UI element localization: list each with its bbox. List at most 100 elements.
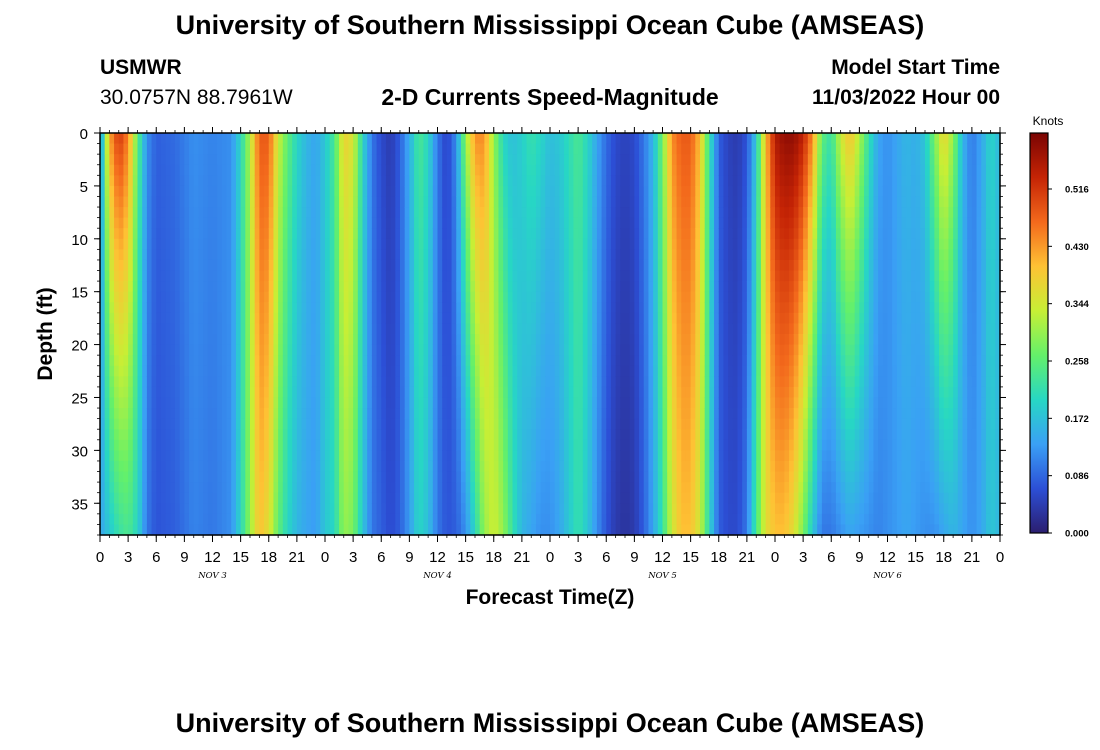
heatmap-cell bbox=[479, 133, 485, 145]
heatmap-cell bbox=[446, 397, 453, 409]
heatmap-cell bbox=[278, 365, 284, 377]
heatmap-cell bbox=[264, 185, 270, 198]
heatmap-cell bbox=[343, 133, 350, 145]
heatmap-cell bbox=[475, 397, 481, 409]
heatmap-cell bbox=[700, 291, 706, 303]
heatmap-cell bbox=[193, 524, 200, 536]
heatmap-cell bbox=[423, 513, 429, 526]
heatmap-cell bbox=[189, 524, 195, 536]
heatmap-cell bbox=[268, 344, 275, 356]
heatmap-cell bbox=[414, 164, 420, 176]
heatmap-cell bbox=[592, 154, 598, 166]
heatmap-cell bbox=[109, 133, 115, 145]
heatmap-cell bbox=[479, 376, 485, 388]
heatmap-cell bbox=[175, 376, 181, 388]
heatmap-cell bbox=[493, 164, 500, 176]
heatmap-cell bbox=[564, 513, 570, 526]
heatmap-cell bbox=[550, 249, 556, 261]
heatmap-cell bbox=[625, 365, 631, 377]
heatmap-cell bbox=[493, 143, 500, 155]
heatmap-cell bbox=[198, 302, 204, 314]
heatmap-cell bbox=[423, 154, 429, 166]
heatmap-cell bbox=[596, 164, 603, 176]
heatmap-cell bbox=[329, 281, 335, 293]
heatmap-cell bbox=[245, 302, 251, 314]
heatmap-cell bbox=[442, 196, 448, 208]
heatmap-cell bbox=[264, 524, 270, 536]
heatmap-cell bbox=[657, 386, 664, 399]
heatmap-cell bbox=[606, 175, 612, 187]
heatmap-cell bbox=[634, 259, 640, 272]
heatmap-cell bbox=[639, 238, 645, 250]
heatmap-cell bbox=[573, 492, 579, 504]
heatmap-cell bbox=[643, 217, 650, 229]
heatmap-cell bbox=[465, 323, 471, 335]
heatmap-cell bbox=[170, 291, 176, 303]
heatmap-cell bbox=[278, 143, 284, 155]
heatmap-cell bbox=[203, 217, 209, 229]
heatmap-cell bbox=[507, 175, 514, 187]
heatmap-cell bbox=[667, 344, 673, 356]
heatmap-cell bbox=[503, 386, 509, 399]
heatmap-cell bbox=[676, 259, 682, 272]
heatmap-cell bbox=[690, 228, 696, 240]
heatmap-cell bbox=[362, 460, 368, 473]
heatmap-cell bbox=[601, 196, 607, 208]
heatmap-cell bbox=[334, 460, 340, 473]
heatmap-cell bbox=[320, 429, 326, 441]
heatmap-cell bbox=[390, 334, 396, 346]
heatmap-cell bbox=[573, 482, 579, 494]
heatmap-cell bbox=[250, 291, 256, 303]
heatmap-cell bbox=[381, 196, 387, 208]
heatmap-cell bbox=[156, 196, 162, 208]
heatmap-cell bbox=[493, 334, 500, 346]
heatmap-cell bbox=[582, 196, 589, 208]
heatmap-cell bbox=[517, 482, 523, 494]
heatmap-cell bbox=[601, 270, 607, 282]
heatmap-cell bbox=[639, 143, 645, 155]
heatmap-cell bbox=[564, 482, 570, 494]
heatmap-cell bbox=[203, 355, 209, 367]
heatmap-cell bbox=[348, 238, 354, 250]
heatmap-cell bbox=[503, 408, 509, 420]
heatmap-cell bbox=[578, 503, 584, 515]
heatmap-cell bbox=[428, 164, 434, 176]
heatmap-cell bbox=[100, 334, 106, 346]
heatmap-cell bbox=[310, 524, 317, 536]
heatmap-cell bbox=[142, 492, 148, 504]
heatmap-cell bbox=[235, 302, 242, 314]
heatmap-cell bbox=[268, 238, 275, 250]
heatmap-cell bbox=[400, 471, 406, 483]
heatmap-cell bbox=[704, 439, 710, 451]
heatmap-cell bbox=[587, 429, 593, 441]
heatmap-cell bbox=[700, 207, 706, 219]
heatmap-cell bbox=[385, 249, 392, 261]
heatmap-cell bbox=[189, 355, 195, 367]
heatmap-cell bbox=[475, 259, 481, 272]
heatmap-cell bbox=[503, 344, 509, 356]
heatmap-cell bbox=[315, 164, 321, 176]
heatmap-cell bbox=[254, 312, 260, 325]
heatmap-cell bbox=[489, 524, 495, 536]
heatmap-cell bbox=[428, 492, 434, 504]
heatmap-cell bbox=[282, 503, 289, 515]
heatmap-cell bbox=[685, 281, 692, 293]
heatmap-cell bbox=[240, 408, 246, 420]
heatmap-cell bbox=[493, 281, 500, 293]
heatmap-cell bbox=[610, 386, 617, 399]
heatmap-cell bbox=[334, 175, 340, 187]
heatmap-cell bbox=[151, 196, 157, 208]
heatmap-cell bbox=[315, 207, 321, 219]
heatmap-cell bbox=[385, 355, 392, 367]
heatmap-cell bbox=[156, 355, 162, 367]
heatmap-cell bbox=[437, 133, 443, 145]
heatmap-cell bbox=[554, 270, 560, 282]
heatmap-cell bbox=[301, 429, 307, 441]
heatmap-cell bbox=[493, 429, 500, 441]
heatmap-cell bbox=[165, 482, 171, 494]
heatmap-cell bbox=[451, 513, 457, 526]
heatmap-cell bbox=[165, 344, 171, 356]
heatmap-cell bbox=[489, 196, 495, 208]
heatmap-cell bbox=[620, 196, 626, 208]
heatmap-cell bbox=[648, 344, 654, 356]
